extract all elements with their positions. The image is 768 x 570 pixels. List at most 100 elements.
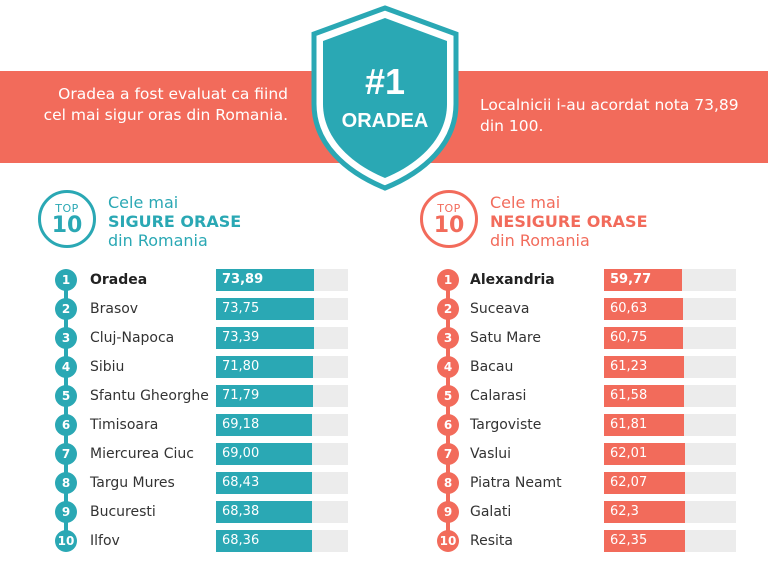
- safe-bar-track: 69,00: [216, 443, 348, 465]
- safe-title-line2: SIGURE ORASE: [108, 212, 242, 231]
- unsafe-city-label: Satu Mare: [470, 330, 541, 346]
- unsafe-value-label: 62,3: [610, 504, 639, 519]
- unsafe-city-label: Vaslui: [470, 446, 512, 462]
- safe-city-label: Ilfov: [90, 533, 120, 549]
- banner-left-text: Oradea a fost evaluat ca fiind cel mai s…: [43, 85, 288, 124]
- unsafe-bar-track: 61,23: [604, 356, 736, 378]
- unsafe-title: Cele mai NESIGURE ORASE din Romania: [490, 193, 648, 250]
- safe-bar: [216, 269, 314, 291]
- unsafe-value-label: 60,63: [610, 301, 648, 316]
- unsafe-value-label: 61,81: [610, 417, 648, 432]
- unsafe-rank-2: 2: [437, 298, 459, 320]
- safe-value-label: 69,18: [222, 417, 260, 432]
- unsafe-rank-3: 3: [437, 327, 459, 349]
- unsafe-rank-7: 7: [437, 443, 459, 465]
- unsafe-value-label: 61,58: [610, 388, 648, 403]
- safe-bar-track: 73,89: [216, 269, 348, 291]
- unsafe-bar-track: 61,81: [604, 414, 736, 436]
- safe-value-label: 73,89: [222, 272, 264, 287]
- safe-city-label: Cluj-Napoca: [90, 330, 175, 346]
- safe-bar-track: 71,79: [216, 385, 348, 407]
- safe-bar: [216, 530, 312, 552]
- unsafe-bar-track: 59,77: [604, 269, 736, 291]
- unsafe-rank-4: 4: [437, 356, 459, 378]
- unsafe-rank-10: 10: [437, 530, 459, 552]
- unsafe-rank-8: 8: [437, 472, 459, 494]
- unsafe-bar-track: 60,75: [604, 327, 736, 349]
- safe-rank-6: 6: [55, 414, 77, 436]
- safe-value-label: 71,79: [222, 388, 260, 403]
- safe-bar-track: 69,18: [216, 414, 348, 436]
- unsafe-city-label: Calarasi: [470, 388, 527, 404]
- unsafe-bar-track: 62,3: [604, 501, 736, 523]
- safe-value-label: 71,80: [222, 359, 260, 374]
- safe-bar-track: 68,36: [216, 530, 348, 552]
- top10-badge-unsafe: TOP 10: [420, 190, 478, 248]
- badge-top-label: TOP: [437, 202, 461, 215]
- safe-bar: [216, 327, 314, 349]
- safe-bar: [216, 298, 314, 320]
- unsafe-bar-track: 61,58: [604, 385, 736, 407]
- unsafe-value-label: 62,01: [610, 446, 648, 461]
- safe-bar-track: 71,80: [216, 356, 348, 378]
- unsafe-bar: [604, 269, 682, 291]
- safe-city-label: Bucuresti: [90, 504, 156, 520]
- unsafe-bar: [604, 443, 685, 465]
- unsafe-bar: [604, 356, 684, 378]
- unsafe-value-label: 61,23: [610, 359, 648, 374]
- safe-rank-5: 5: [55, 385, 77, 407]
- safe-rank-4: 4: [55, 356, 77, 378]
- badge-number: 10: [51, 213, 83, 238]
- safe-bar-track: 68,38: [216, 501, 348, 523]
- safe-city-label: Timisoara: [90, 417, 159, 433]
- safe-bar: [216, 356, 313, 378]
- unsafe-bar-track: 62,35: [604, 530, 736, 552]
- shield-city: ORADEA: [342, 110, 429, 132]
- safe-value-label: 73,39: [222, 330, 260, 345]
- safe-title-line1: Cele mai: [108, 193, 179, 212]
- safe-title-line3: din Romania: [108, 231, 208, 250]
- banner-right-text: Localnicii i-au acordat nota 73,89 din 1…: [480, 96, 739, 135]
- unsafe-title-line1: Cele mai: [490, 193, 561, 212]
- unsafe-bar: [604, 472, 685, 494]
- unsafe-bar: [604, 298, 683, 320]
- safe-rank-1: 1: [55, 269, 77, 291]
- badge-number: 10: [433, 213, 465, 238]
- unsafe-city-label: Piatra Neamt: [470, 475, 562, 491]
- unsafe-bar: [604, 530, 685, 552]
- safe-rank-2: 2: [55, 298, 77, 320]
- unsafe-title-line3: din Romania: [490, 231, 590, 250]
- safe-rank-7: 7: [55, 443, 77, 465]
- safe-value-label: 68,43: [222, 475, 260, 490]
- unsafe-bar-track: 62,07: [604, 472, 736, 494]
- unsafe-city-label: Suceava: [470, 301, 530, 317]
- safe-value-label: 68,36: [222, 533, 260, 548]
- safe-bar: [216, 501, 312, 523]
- unsafe-value-label: 60,75: [610, 330, 648, 345]
- safe-rank-9: 9: [55, 501, 77, 523]
- unsafe-bar: [604, 385, 684, 407]
- safe-rank-8: 8: [55, 472, 77, 494]
- unsafe-city-label: Galati: [470, 504, 512, 520]
- safe-bar-track: 73,39: [216, 327, 348, 349]
- top10-badge-safe: TOP 10: [38, 190, 96, 248]
- safe-value-label: 69,00: [222, 446, 260, 461]
- unsafe-city-label: Bacau: [470, 359, 514, 375]
- unsafe-bar: [604, 501, 685, 523]
- safe-city-label: Targu Mures: [90, 475, 175, 491]
- unsafe-city-label: Targoviste: [470, 417, 542, 433]
- safe-city-label: Sibiu: [90, 359, 125, 375]
- unsafe-bar-track: 60,63: [604, 298, 736, 320]
- safe-city-label: Sfantu Gheorghe: [90, 388, 209, 404]
- shield-rank: #1: [365, 61, 405, 102]
- unsafe-value-label: 62,35: [610, 533, 648, 548]
- unsafe-value-label: 59,77: [610, 272, 652, 287]
- unsafe-value-label: 62,07: [610, 475, 648, 490]
- unsafe-bar: [604, 327, 683, 349]
- unsafe-rank-6: 6: [437, 414, 459, 436]
- shield-badge: #1 ORADEA: [311, 5, 459, 191]
- unsafe-city-label: Resita: [470, 533, 513, 549]
- safe-bar-track: 73,75: [216, 298, 348, 320]
- shield-inner-icon: [323, 18, 447, 178]
- safe-bar-track: 68,43: [216, 472, 348, 494]
